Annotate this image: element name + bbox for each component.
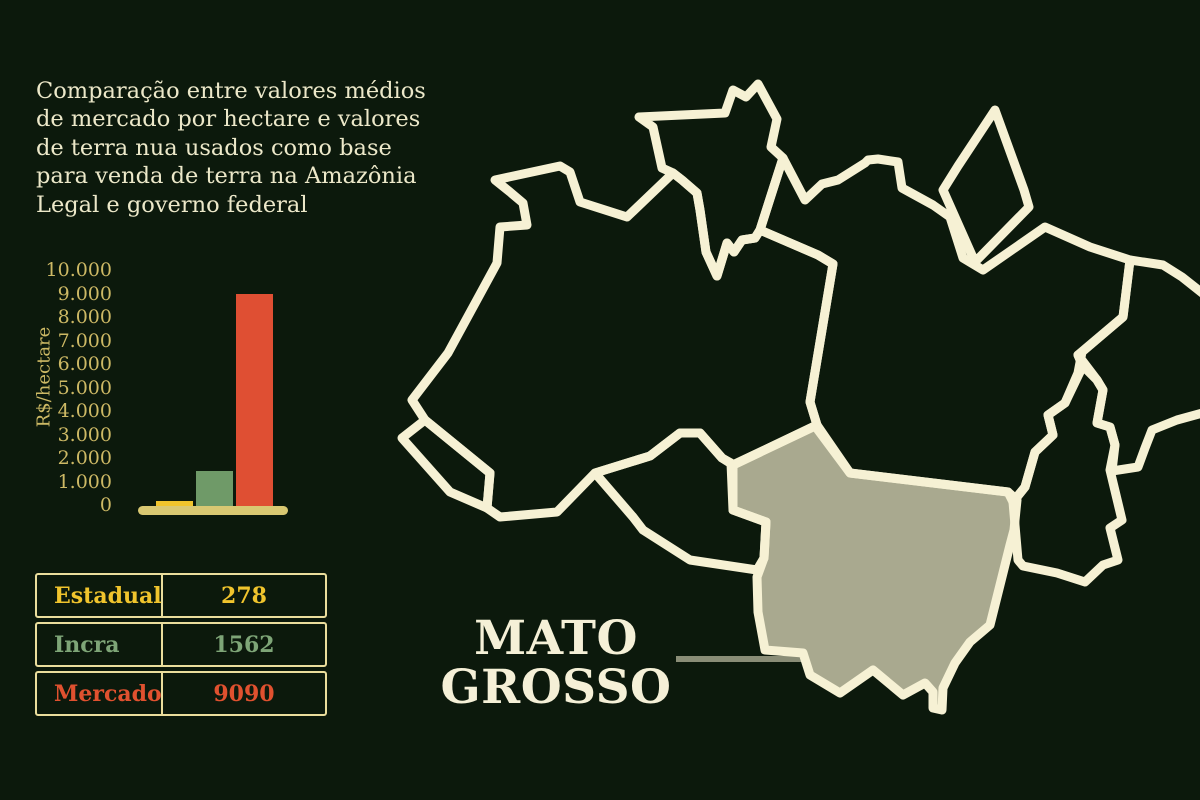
y-axis-tick: 5.000 <box>57 376 112 399</box>
table-row-label: Mercado <box>37 673 163 714</box>
map-state-amapa <box>938 105 1034 267</box>
table-row-mercado: Mercado 9090 <box>35 671 327 716</box>
description-line: de terra nua usados como base <box>36 134 392 161</box>
y-axis-tick: 9.000 <box>57 282 112 305</box>
table-row-label: Incra <box>37 624 163 665</box>
values-table: Estadual 278 Incra 1562 Mercado 9090 <box>35 573 327 720</box>
map-state-maranhao <box>1073 255 1200 476</box>
y-axis-tick: 1.000 <box>57 470 112 493</box>
y-axis-tick: 10.000 <box>45 259 112 281</box>
chart-baseline <box>138 506 288 515</box>
map-state-label-line: GROSSO <box>440 660 672 715</box>
y-axis-tick: 4.000 <box>57 400 112 422</box>
bar-estadual <box>156 501 193 508</box>
map-state-mato-grosso-outline <box>728 420 1022 715</box>
y-axis-tick: 0 <box>99 494 112 516</box>
map-state-roraima <box>634 79 788 281</box>
map-state-acre <box>397 415 495 513</box>
table-row-incra: Incra 1562 <box>35 622 327 667</box>
map-label-pointer-line <box>676 656 806 662</box>
bar-incra <box>196 471 233 508</box>
description-line: Comparação entre valores médios <box>36 78 426 104</box>
y-axis-tick: 3.000 <box>57 423 112 446</box>
table-row-estadual: Estadual 278 <box>35 573 327 618</box>
description-line: de mercado por hectare e valores <box>36 106 421 133</box>
y-axis-tick: 2.000 <box>57 447 112 469</box>
chart-description: Comparação entre valores médios de merca… <box>36 77 426 219</box>
description-line: Legal e governo federal <box>36 191 308 218</box>
map-state-mato-grosso-fill <box>733 425 1017 710</box>
bar-mercado <box>236 294 273 508</box>
map-state-tocantins <box>1008 350 1127 587</box>
y-axis-tick: 7.000 <box>57 329 112 352</box>
table-row-value: 1562 <box>213 631 275 658</box>
description-line: para venda de terra na Amazônia <box>36 163 417 190</box>
table-row-value: 278 <box>221 582 267 609</box>
table-row-value: 9090 <box>213 680 275 707</box>
y-axis-tick: 8.000 <box>57 306 112 328</box>
table-row-label: Estadual <box>37 575 163 616</box>
map-state-label: MATO GROSSO <box>416 614 696 712</box>
map-state-label-line: MATO <box>474 611 638 666</box>
y-axis-tick: 6.000 <box>57 353 112 375</box>
